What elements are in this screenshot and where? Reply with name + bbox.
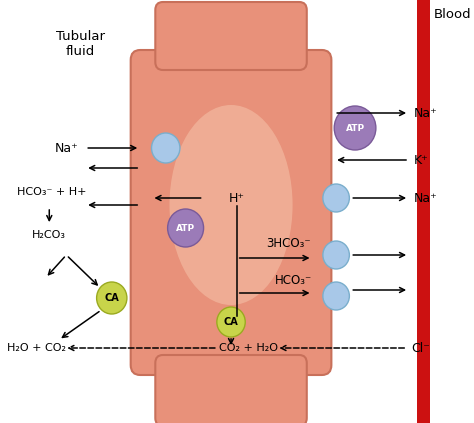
Text: HCO₃⁻: HCO₃⁻ (275, 274, 312, 286)
Text: H₂O + CO₂: H₂O + CO₂ (7, 343, 65, 353)
Circle shape (323, 282, 349, 310)
Circle shape (334, 106, 376, 150)
Circle shape (323, 241, 349, 269)
Text: ATP: ATP (346, 124, 365, 132)
Circle shape (168, 209, 204, 247)
Text: CO₂ + H₂O: CO₂ + H₂O (219, 343, 278, 353)
Circle shape (152, 133, 180, 163)
Text: K⁺: K⁺ (414, 154, 428, 167)
Circle shape (97, 282, 127, 314)
Text: Na⁺: Na⁺ (55, 142, 78, 154)
Text: H⁺: H⁺ (229, 192, 245, 204)
Text: CA: CA (224, 317, 238, 327)
Text: Na⁺: Na⁺ (414, 107, 438, 120)
Text: H₂CO₃: H₂CO₃ (32, 230, 66, 240)
Text: 3HCO₃⁻: 3HCO₃⁻ (266, 236, 311, 250)
Text: Tubular
fluid: Tubular fluid (56, 30, 105, 58)
FancyBboxPatch shape (131, 50, 331, 375)
Text: ATP: ATP (176, 223, 195, 233)
FancyBboxPatch shape (155, 2, 307, 70)
Ellipse shape (170, 105, 292, 305)
Text: Cl⁻: Cl⁻ (411, 341, 430, 354)
Circle shape (217, 307, 245, 337)
Text: Blood: Blood (434, 8, 471, 21)
Text: Na⁺: Na⁺ (414, 192, 438, 204)
Text: HCO₃⁻ + H+: HCO₃⁻ + H+ (18, 187, 87, 197)
Circle shape (323, 184, 349, 212)
FancyBboxPatch shape (155, 355, 307, 423)
Text: CA: CA (104, 293, 119, 303)
Bar (417, 0, 430, 423)
